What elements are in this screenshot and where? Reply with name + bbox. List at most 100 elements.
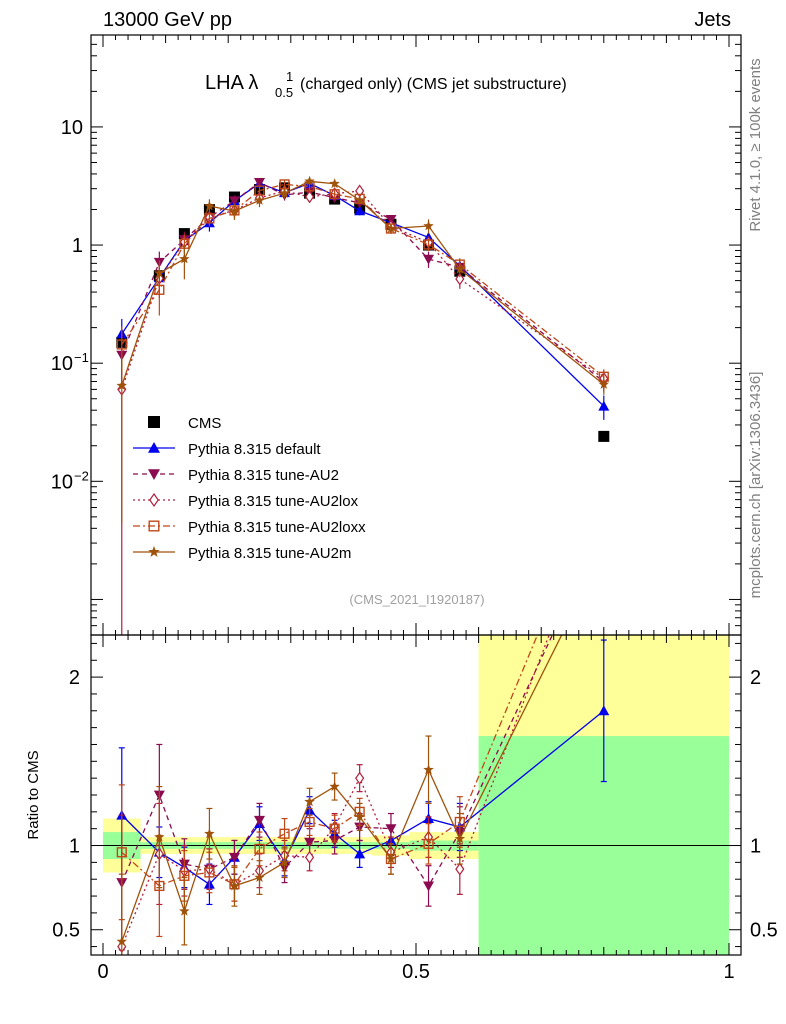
- series-line: [121, 180, 605, 386]
- star-marker: [454, 833, 466, 844]
- plot-title: LHA λ 1 0.5 (charged only) (CMS jet substru…: [205, 69, 567, 100]
- star-marker: [179, 905, 190, 916]
- triangle-down-marker: [148, 469, 160, 480]
- x-tick-label: 1: [723, 961, 734, 983]
- diamond-marker: [455, 862, 465, 876]
- y-tick-exponent: −1: [74, 350, 89, 365]
- star-marker: [279, 856, 290, 867]
- open-square-marker: [329, 189, 340, 200]
- series-ratio-line: [121, 635, 550, 947]
- y-tick-exponent: −2: [74, 468, 89, 483]
- y-tick-label: 1: [72, 235, 83, 257]
- open-square-marker: [304, 816, 315, 828]
- x-tick-label: 0: [97, 961, 108, 983]
- diamond-marker: [600, 486, 608, 497]
- star-marker: [598, 379, 609, 389]
- x-tick-label: 0.5: [402, 961, 430, 983]
- star-marker: [385, 223, 397, 233]
- open-square-marker: [254, 843, 265, 854]
- star-marker: [204, 200, 215, 211]
- triangle-marker: [354, 848, 366, 859]
- star-marker: [423, 764, 434, 775]
- triangle-down-marker: [423, 881, 435, 892]
- series-main-4: [116, 175, 609, 523]
- series-main-0: [116, 177, 610, 420]
- collision-energy-label: 13000 GeV pp: [103, 9, 232, 31]
- analysis-id-label: (CMS_2021_I1920187): [349, 592, 484, 607]
- series-ratio-line: [121, 635, 554, 888]
- star-marker: [454, 263, 466, 274]
- triangle-down-marker: [228, 196, 240, 207]
- star-marker: [329, 781, 340, 791]
- triangle-marker: [148, 442, 160, 453]
- process-label: Jets: [694, 9, 731, 31]
- legend-label: Pythia 8.315 tune-AU2: [188, 467, 339, 484]
- star-marker: [116, 380, 127, 391]
- title-main: LHA λ: [205, 72, 258, 94]
- series-line: [121, 182, 605, 407]
- star-marker: [229, 205, 240, 216]
- star-marker: [154, 831, 165, 842]
- triangle-down-marker: [423, 254, 435, 265]
- y-tick-label: 10: [61, 117, 83, 139]
- ratio-y-tick-label: 0.5: [52, 920, 80, 942]
- star-marker: [229, 880, 240, 891]
- series-ratio-4: [116, 545, 609, 955]
- legend-label: Pythia 8.315 tune-AU2lox: [188, 493, 359, 510]
- star-marker: [304, 175, 315, 186]
- star-marker: [599, 545, 609, 555]
- open-square-marker: [329, 823, 340, 834]
- star-marker: [354, 194, 365, 205]
- triangle-down-marker: [228, 852, 240, 863]
- star-marker: [385, 853, 397, 864]
- diamond-marker: [304, 190, 315, 204]
- diamond-marker: [304, 850, 315, 864]
- star-marker: [354, 811, 365, 822]
- ratio-y-tick-label: 2: [69, 667, 80, 689]
- series-line: [121, 190, 605, 390]
- star-marker: [254, 194, 265, 205]
- legend-label: Pythia 8.315 tune-AU2m: [188, 545, 351, 562]
- ratio-axis-label: Ratio to CMS: [25, 750, 42, 839]
- open-square-marker: [116, 847, 127, 858]
- legend-label: Pythia 8.315 tune-AU2loxx: [188, 519, 366, 536]
- triangle-down-marker: [304, 837, 316, 848]
- y-tick-label: 10: [51, 353, 73, 375]
- triangle-marker: [354, 205, 366, 216]
- title-subscript: 0.5: [275, 85, 293, 100]
- open-square-marker: [204, 213, 215, 224]
- star-marker: [179, 253, 190, 264]
- star-marker: [204, 828, 215, 839]
- diamond-marker: [149, 492, 159, 508]
- ratio-y-tick-label-right: 1: [750, 836, 761, 858]
- legend-label: Pythia 8.315 default: [188, 441, 321, 458]
- ratio-y-tick-label: 1: [69, 836, 80, 858]
- title-superscript: 1: [286, 69, 293, 84]
- triangle-marker: [598, 705, 610, 716]
- star-marker: [116, 936, 127, 946]
- star-marker: [304, 796, 315, 807]
- data-point: [148, 416, 160, 428]
- title-rest: (charged only) (CMS jet substructure): [300, 76, 567, 93]
- open-square-marker: [423, 838, 434, 849]
- rivet-version-label: Rivet 4.1.0, ≥ 100k events: [747, 58, 764, 231]
- y-tick-label: 10: [51, 471, 73, 493]
- ratio-y-tick-label-right: 2: [750, 667, 761, 689]
- star-marker: [279, 187, 290, 198]
- mcplots-label: mcplots.cern.ch [arXiv:1306.3436]: [747, 372, 764, 599]
- star-marker: [423, 220, 434, 231]
- triangle-down-marker: [254, 177, 265, 188]
- open-square-marker: [204, 867, 215, 878]
- triangle-marker: [598, 400, 610, 411]
- data-point: [598, 430, 610, 442]
- triangle-down-marker: [385, 824, 397, 835]
- star-marker: [329, 178, 340, 189]
- star-marker: [254, 872, 265, 882]
- triangle-down-marker: [598, 521, 609, 531]
- star-marker: [148, 546, 160, 557]
- ratio-y-tick-label-right: 0.5: [750, 920, 778, 942]
- open-square-marker: [599, 471, 608, 480]
- diamond-marker: [455, 272, 465, 286]
- triangle-down-marker: [254, 815, 265, 826]
